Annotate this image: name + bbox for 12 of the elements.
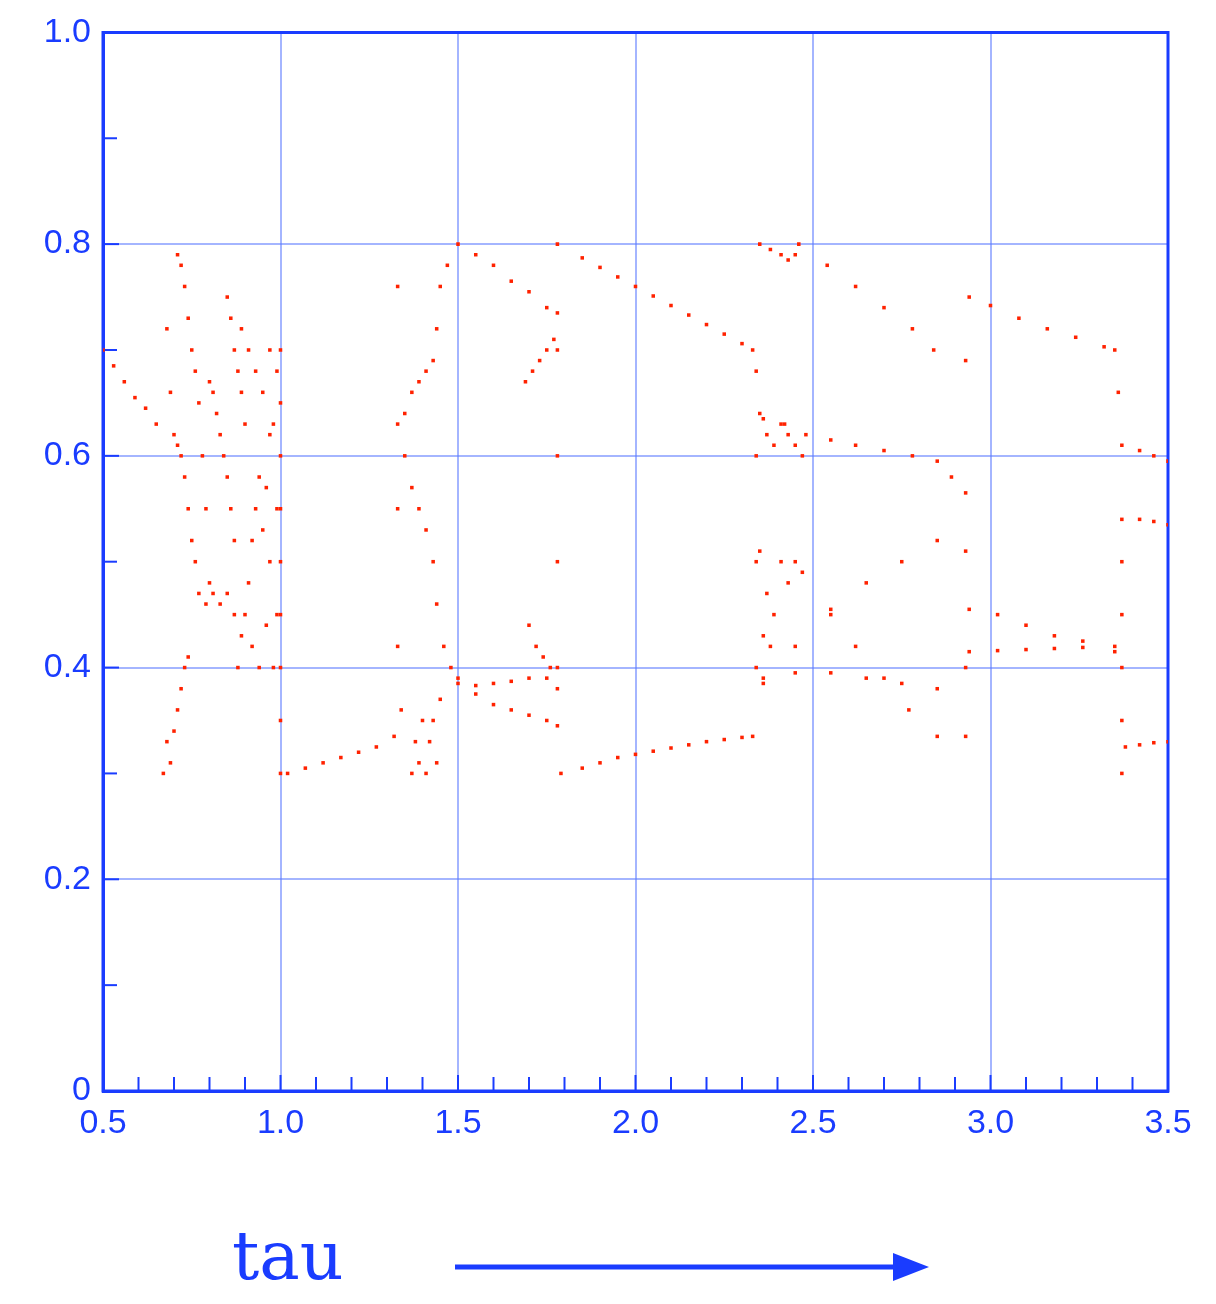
x-tick-label: 3.5 [1144, 1101, 1192, 1140]
y-tick-label: 1.0 [43, 10, 91, 49]
x-tick-label: 1.0 [256, 1101, 305, 1140]
y-tick-label: 0.8 [43, 222, 91, 261]
x-axis-title: tau [232, 1216, 344, 1295]
y-tick-label: 0.2 [43, 857, 91, 896]
y-tick-label: 0.6 [43, 434, 91, 473]
x-tick-label: 3.0 [966, 1101, 1015, 1140]
x-tick-label: 2.0 [611, 1101, 660, 1140]
y-tick-label: 0.4 [43, 645, 91, 684]
x-tick-label: 2.5 [789, 1101, 837, 1140]
x-tick-label: 1.5 [434, 1101, 482, 1140]
